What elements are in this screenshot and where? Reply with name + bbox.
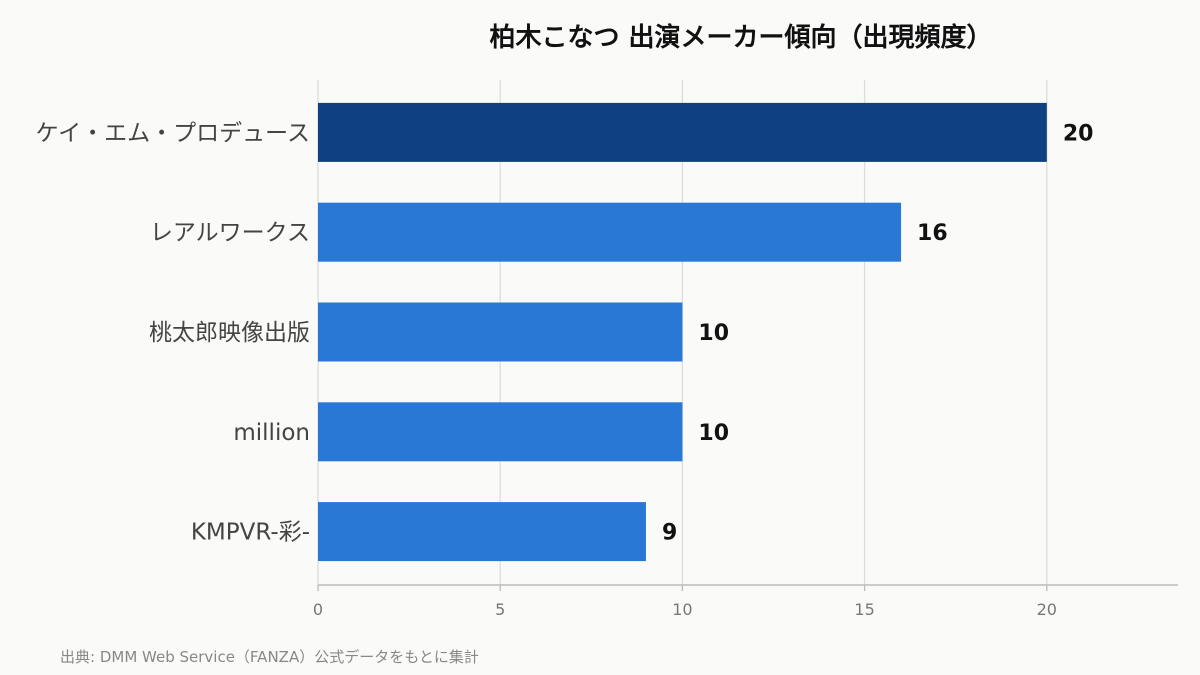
- grid: [317, 80, 1048, 585]
- x-tick-label: 0: [313, 600, 323, 619]
- data-labels: 20 16 10 10 9: [662, 121, 1093, 545]
- category-label: レアルワークス: [150, 220, 310, 246]
- data-label: 10: [698, 421, 729, 446]
- category-label: KMPVR-彩-: [191, 520, 310, 546]
- bar: [318, 202, 902, 262]
- data-label: 20: [1063, 121, 1094, 146]
- category-label: ケイ・エム・プロデュース: [36, 120, 310, 146]
- data-label: 9: [662, 521, 677, 546]
- data-label: 10: [698, 321, 729, 346]
- bar: [318, 302, 683, 362]
- x-tick-label: 15: [854, 600, 874, 619]
- x-tick-label: 20: [1037, 600, 1057, 619]
- bars: [318, 102, 1047, 562]
- x-axis: 0 5 10 15 20: [313, 584, 1178, 619]
- category-label: 桃太郎映像出版: [149, 320, 310, 346]
- bar: [318, 502, 646, 562]
- category-label: million: [233, 420, 310, 446]
- data-label: 16: [917, 221, 948, 246]
- bar: [318, 102, 1047, 162]
- source-note: 出典: DMM Web Service（FANZA）公式データをもとに集計: [60, 648, 479, 666]
- x-tick-label: 5: [495, 600, 505, 619]
- bar: [318, 402, 683, 462]
- chart-title: 柏木こなつ 出演メーカー傾向（出現頻度）: [489, 22, 992, 53]
- x-tick-label: 10: [672, 600, 692, 619]
